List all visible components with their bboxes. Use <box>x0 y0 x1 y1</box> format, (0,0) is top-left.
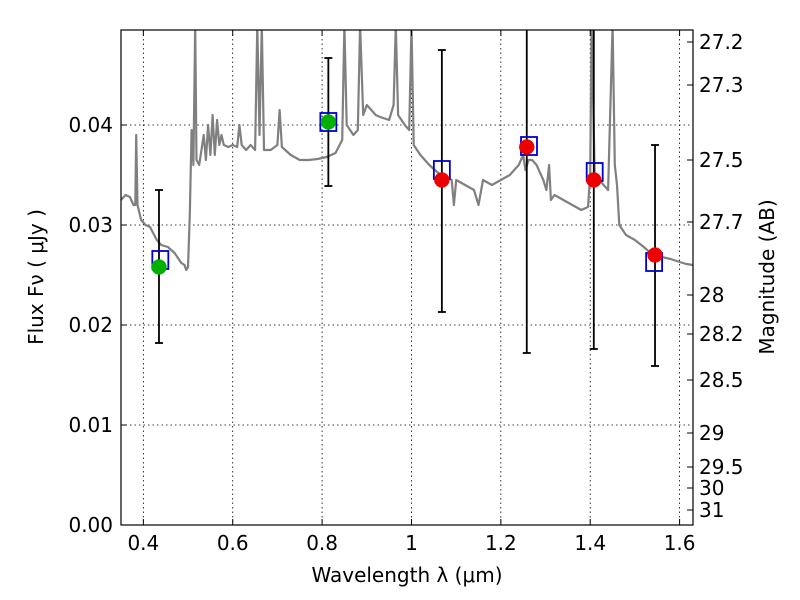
error-bars-layer <box>154 30 660 367</box>
model-spectrum-layer <box>121 30 693 272</box>
y-axis-ticks: 0.00 0.01 0.02 0.03 0.04 <box>68 113 127 537</box>
magnitude-tick-label: 29.5 <box>699 455 744 479</box>
plot-frame <box>120 29 694 526</box>
observed-photometry-point <box>647 247 663 263</box>
magnitude-tick-label: 29 <box>699 421 724 445</box>
magnitude-tick-label: 27.3 <box>699 73 744 97</box>
magnitude-tick-label: 28 <box>699 283 724 307</box>
x-axis-ticks: 0.4 0.6 0.8 1 1.2 1.4 1.6 <box>127 30 696 555</box>
magnitude-tick-label: 28.5 <box>699 368 744 392</box>
y-tick-label: 0.00 <box>68 513 113 537</box>
x-tick-label: 1.6 <box>664 531 696 555</box>
x-tick-label: 0.4 <box>127 531 159 555</box>
magnitude-tick-label: 30 <box>699 476 724 500</box>
magnitude-tick-label: 27.2 <box>699 30 744 54</box>
observed-photometry-point <box>434 172 450 188</box>
y-tick-label: 0.03 <box>68 213 113 237</box>
magnitude-tick-label: 28.2 <box>699 322 744 346</box>
grid-lines <box>121 30 693 526</box>
x-tick-label: 1 <box>405 531 418 555</box>
magnitude-axis-label: Magnitude (AB) <box>755 199 779 354</box>
model-spectrum-line <box>121 30 693 272</box>
y-axis-label: Flux Fν ( μJy ) <box>24 209 48 345</box>
magnitude-tick-label: 27.5 <box>699 148 744 172</box>
x-tick-label: 1.2 <box>485 531 517 555</box>
observed-photometry-point <box>151 259 167 275</box>
y-tick-label: 0.04 <box>68 113 113 137</box>
x-tick-label: 0.8 <box>306 531 338 555</box>
observed-photometry-point <box>519 139 535 155</box>
observed-photometry-layer <box>151 114 663 275</box>
model-photometry-layer <box>151 112 664 272</box>
x-tick-label: 0.6 <box>217 531 249 555</box>
observed-photometry-point <box>586 172 602 188</box>
y-tick-label: 0.01 <box>68 413 113 437</box>
observed-photometry-point <box>320 114 337 130</box>
magnitude-tick-label: 27.7 <box>699 210 744 234</box>
x-axis-label: Wavelength λ (μm) <box>311 563 502 587</box>
magnitude-tick-label: 31 <box>699 498 724 522</box>
x-tick-label: 1.4 <box>574 531 606 555</box>
y-tick-label: 0.02 <box>68 313 113 337</box>
model-photometry-square <box>319 112 338 132</box>
